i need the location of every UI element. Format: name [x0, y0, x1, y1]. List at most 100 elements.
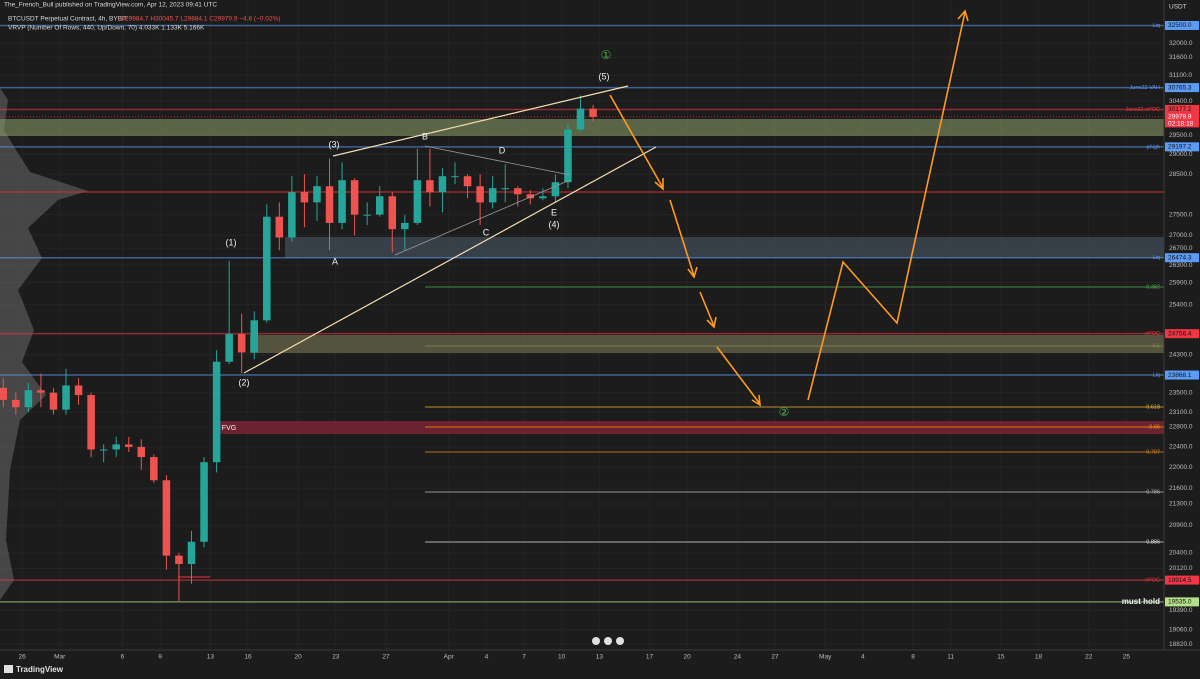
y-tick-label: 19390.0	[1169, 607, 1193, 614]
level-box	[1165, 142, 1199, 152]
y-tick-label: 24300.0	[1169, 351, 1193, 358]
candle-body	[112, 444, 120, 450]
level-box	[1165, 20, 1199, 30]
candle-body	[463, 176, 472, 187]
level-box	[1165, 597, 1199, 607]
candle-body	[451, 176, 459, 178]
candle-body	[200, 462, 208, 542]
level-box	[1165, 329, 1199, 339]
x-tick-label: 11	[947, 654, 954, 661]
wedge-lower	[243, 146, 657, 374]
fib-label: 0.886	[1146, 539, 1160, 545]
y-tick-label: 22000.0	[1169, 464, 1193, 471]
y-tick-label: 29000.0	[1169, 151, 1193, 158]
triangle-lower	[394, 179, 571, 256]
x-tick-label: 4	[485, 654, 489, 661]
candle-body	[137, 446, 146, 458]
x-tick-label: 6	[121, 654, 125, 661]
candle-body	[388, 196, 397, 230]
x-tick-label: 4	[861, 654, 865, 661]
x-tick-label: May	[819, 654, 832, 661]
y-tick-label: 20400.0	[1169, 550, 1193, 557]
countdown: 02:18:18	[1168, 121, 1194, 128]
x-tick-label: 7	[522, 654, 526, 661]
candle-body	[162, 480, 171, 556]
y-tick-label: 21300.0	[1169, 501, 1193, 508]
wave-label: B	[422, 131, 428, 141]
level-value: 29197.2	[1168, 144, 1192, 151]
level-value: 26474.3	[1168, 254, 1192, 261]
y-tick-label: 20120.0	[1169, 565, 1193, 572]
level-name: Liq	[1153, 255, 1160, 261]
candle-body	[564, 129, 572, 183]
level-name: Liq	[1153, 372, 1160, 378]
y-tick-label: 19060.0	[1169, 626, 1193, 633]
x-tick-label: Apr	[444, 654, 455, 661]
event-icon	[604, 637, 612, 645]
candle-body	[62, 385, 70, 410]
candle-body	[363, 214, 371, 216]
arrow-leg	[669, 199, 695, 277]
candle-body	[212, 361, 221, 463]
level-name: must hold	[1122, 597, 1160, 606]
candle-body	[300, 192, 309, 203]
wave-label: (5)	[599, 71, 610, 81]
level-box	[1165, 575, 1199, 585]
arrow-head	[751, 394, 761, 407]
projection	[609, 9, 969, 407]
level-name: nPOC	[1145, 331, 1160, 337]
x-tick-label: 16	[244, 654, 252, 661]
candle-body	[350, 180, 359, 215]
level-name: June22 VAH	[1130, 85, 1161, 91]
value-zone	[250, 335, 1164, 353]
y-tick-label: 27500.0	[1169, 211, 1193, 218]
last-price: 29979.9	[1168, 114, 1192, 121]
wedge-upper	[332, 85, 629, 157]
candle-body	[74, 385, 83, 396]
level-value: 19914.5	[1168, 577, 1192, 584]
wave-label: (2)	[239, 377, 250, 387]
event-icons	[592, 637, 624, 645]
y-tick-label: 25900.0	[1169, 279, 1193, 286]
y-tick-label: 32000.0	[1169, 40, 1193, 47]
wave-label: E	[551, 207, 557, 217]
candle-body	[87, 395, 95, 450]
arrow-head	[957, 9, 969, 22]
support-zone	[285, 237, 1164, 258]
y-tick-label: 27000.0	[1169, 232, 1193, 239]
candle-body	[313, 186, 321, 203]
candle-body	[438, 176, 447, 193]
candle-body	[338, 180, 346, 223]
candle-body	[476, 186, 484, 203]
candle-body	[426, 180, 434, 193]
wave-label: (3)	[329, 139, 340, 149]
level-name: Liq	[1153, 23, 1160, 29]
candle-body	[24, 390, 33, 408]
triangle-upper	[424, 145, 571, 176]
fib-label: 0.382	[1146, 284, 1160, 290]
y-tick-label: 28500.0	[1169, 171, 1193, 178]
x-tick-label: Mar	[54, 654, 66, 661]
x-tick-label: 22	[1085, 654, 1093, 661]
candle-body	[413, 180, 422, 223]
wave-label: (1)	[226, 237, 237, 247]
candle-body	[375, 196, 384, 215]
fib-label: 0.707	[1146, 449, 1160, 455]
candle-body	[551, 182, 560, 197]
arrow-head	[654, 178, 664, 191]
fib-label: 0.786	[1146, 489, 1160, 495]
candle-body	[37, 390, 45, 393]
fib-label: 0.618	[1146, 404, 1160, 410]
ohlc-legend: O29984.7 H30045.7 L29884.1 C29979.9 −4.8…	[120, 16, 280, 23]
arrow-leg	[699, 291, 715, 327]
wave-label: D	[499, 145, 506, 155]
candle-body	[539, 196, 547, 199]
event-icon	[616, 637, 624, 645]
candle-body	[0, 387, 8, 400]
level-box	[1165, 83, 1199, 93]
arrow-leg	[609, 94, 664, 189]
chart-title: BTCUSDT Perpetual Contract, 4h, BYBIT	[8, 16, 128, 23]
x-tick-label: 27	[382, 654, 390, 661]
zone-label: FVG	[222, 425, 236, 432]
